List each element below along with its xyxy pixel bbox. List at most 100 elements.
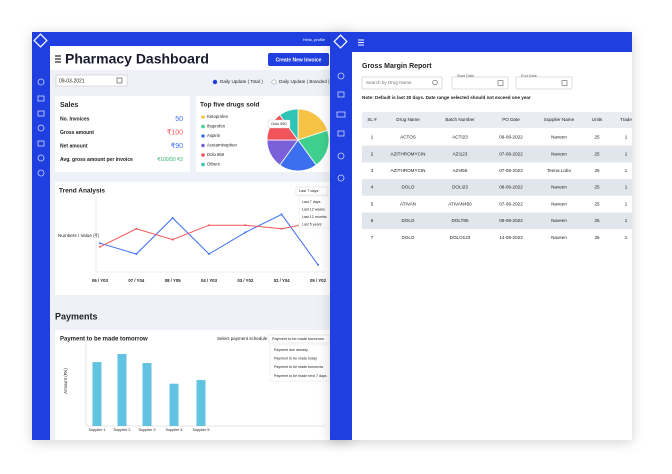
end-date-input[interactable] xyxy=(515,76,573,90)
x-tick-label: 06 / Y03 xyxy=(92,278,109,283)
table-row xyxy=(362,212,632,230)
report-note: Note: Default is last 30 days. Date rang… xyxy=(362,95,531,100)
sales-card xyxy=(55,96,190,172)
trend-point xyxy=(280,213,283,216)
x-tick-label: Supplier 2 xyxy=(113,428,130,432)
nav-icon[interactable] xyxy=(37,95,45,102)
radio[interactable] xyxy=(271,79,277,85)
table-cell: 1 xyxy=(371,135,374,140)
x-tick-label: 04 / Y03 xyxy=(201,278,218,283)
sales-value: ₹100 xyxy=(167,128,183,136)
date-value[interactable]: 09-03-2021 xyxy=(59,78,85,84)
schedule-option[interactable]: Payment due already xyxy=(274,348,308,352)
nav-icon[interactable] xyxy=(337,72,345,80)
table-cell: 09-06-2022 xyxy=(499,135,523,140)
bar xyxy=(196,380,206,426)
table-cell: 1 xyxy=(625,218,628,223)
schedule-option[interactable]: Payment to be made today xyxy=(274,357,317,361)
nav-icon[interactable] xyxy=(37,110,45,117)
table-cell: AZITHROMYCIN xyxy=(391,151,426,156)
search-placeholder[interactable]: Search by Drug Name xyxy=(366,80,412,85)
range-select-value[interactable]: Last 7 days xyxy=(299,189,319,193)
table-row xyxy=(362,129,632,146)
schedule-option[interactable]: Payment to be made tomorrow xyxy=(274,365,324,369)
menu-icon[interactable] xyxy=(358,39,364,46)
table-cell: 5 xyxy=(371,201,374,206)
range-option[interactable]: Last 12 months xyxy=(302,215,327,219)
x-tick-label: Supplier 3 xyxy=(138,428,155,432)
table-cell: DOLO xyxy=(401,185,414,190)
sales-label: No. Invoices xyxy=(60,116,90,122)
table-cell: 08-06-2022 xyxy=(499,185,523,190)
nav-icon[interactable] xyxy=(37,78,45,86)
trend-point xyxy=(171,238,174,241)
table-cell: AZI123 xyxy=(453,151,468,156)
nav-icon[interactable] xyxy=(37,140,45,147)
report-title: Gross Margin Report xyxy=(362,63,432,70)
sales-label: Avg. gross amount per invoice xyxy=(60,157,133,163)
top-bar xyxy=(32,32,352,46)
sales-value: 50 xyxy=(175,116,183,123)
trend-point xyxy=(135,253,138,255)
date-input[interactable] xyxy=(55,74,128,87)
column-header: Batch Number xyxy=(445,117,475,122)
trend-point xyxy=(244,231,247,234)
radio-label[interactable]: Daily Update ( Total ) xyxy=(220,79,263,84)
schedule-select-value[interactable]: Payment to be made tomorrow xyxy=(272,337,324,341)
x-tick-label: 02 / Y04 xyxy=(274,278,291,283)
create-button-label[interactable]: Create New Invoice xyxy=(276,57,322,63)
calendar-icon[interactable] xyxy=(497,80,504,86)
nav-icon[interactable] xyxy=(336,111,346,118)
nav-icon[interactable] xyxy=(37,169,45,177)
nav-icon[interactable] xyxy=(37,124,45,132)
calendar-icon[interactable] xyxy=(561,80,568,86)
search-icon[interactable] xyxy=(432,79,438,86)
range-option[interactable]: Last 12 weeks xyxy=(302,207,325,211)
table-cell: DOLI23 xyxy=(452,185,468,190)
dashboard-panel: Hello, profile Pharmacy Dashboard Create… xyxy=(32,32,352,440)
y-axis-label: Amount (Rs) xyxy=(63,368,68,394)
menu-icon[interactable] xyxy=(55,55,61,63)
bar xyxy=(169,383,179,426)
table-cell: Naveen xyxy=(551,135,567,140)
table-cell: AZITHROMYCIN xyxy=(391,168,426,173)
legend-swatch xyxy=(201,134,205,138)
schedule-menu xyxy=(269,344,331,382)
trend-point xyxy=(317,263,319,266)
nav-icon[interactable] xyxy=(337,152,345,160)
range-select[interactable] xyxy=(295,186,329,196)
start-date-label: Start Date xyxy=(457,74,474,78)
create-button[interactable] xyxy=(268,53,329,66)
tooltip-text: Dolo 650 xyxy=(271,122,286,126)
sidebar xyxy=(330,32,352,440)
tooltip xyxy=(267,119,291,129)
table-cell: 25 xyxy=(594,151,600,156)
start-date-input[interactable] xyxy=(451,76,509,90)
nav-icon[interactable] xyxy=(337,174,345,182)
nav-icon[interactable] xyxy=(337,130,345,137)
card-title: Sales xyxy=(60,102,78,109)
table-cell: AZI456 xyxy=(453,168,468,173)
sales-value: ₹100/50 ₹2 xyxy=(157,157,183,163)
table-cell: DOLO xyxy=(401,218,414,223)
table-cell: 2 xyxy=(371,151,374,156)
greeting[interactable]: Hello, profile xyxy=(303,37,326,42)
table-cell: ACTI23 xyxy=(452,135,468,140)
report-panel: Gross Margin Report Search by Drug Name … xyxy=(330,32,632,440)
calendar-icon[interactable] xyxy=(116,77,123,84)
search-box[interactable] xyxy=(361,76,443,90)
table-cell: 1 xyxy=(625,235,628,240)
trend-point xyxy=(244,224,247,227)
radio-label[interactable]: Daily Update ( Branded ) xyxy=(279,79,330,84)
range-option[interactable]: Last 5 years xyxy=(302,222,322,226)
table-cell: Naveen xyxy=(551,235,567,240)
x-tick-label: 08 / Y05 xyxy=(165,278,182,283)
table-row xyxy=(362,229,632,246)
range-option[interactable]: Last 7 days xyxy=(302,200,321,204)
table-cell: 25 xyxy=(594,185,600,190)
radio[interactable] xyxy=(212,79,218,85)
nav-icon[interactable] xyxy=(37,154,45,162)
schedule-option[interactable]: Payment to be made next 7 days xyxy=(274,374,327,378)
table-cell: 1 xyxy=(625,151,628,156)
nav-icon[interactable] xyxy=(337,91,345,98)
